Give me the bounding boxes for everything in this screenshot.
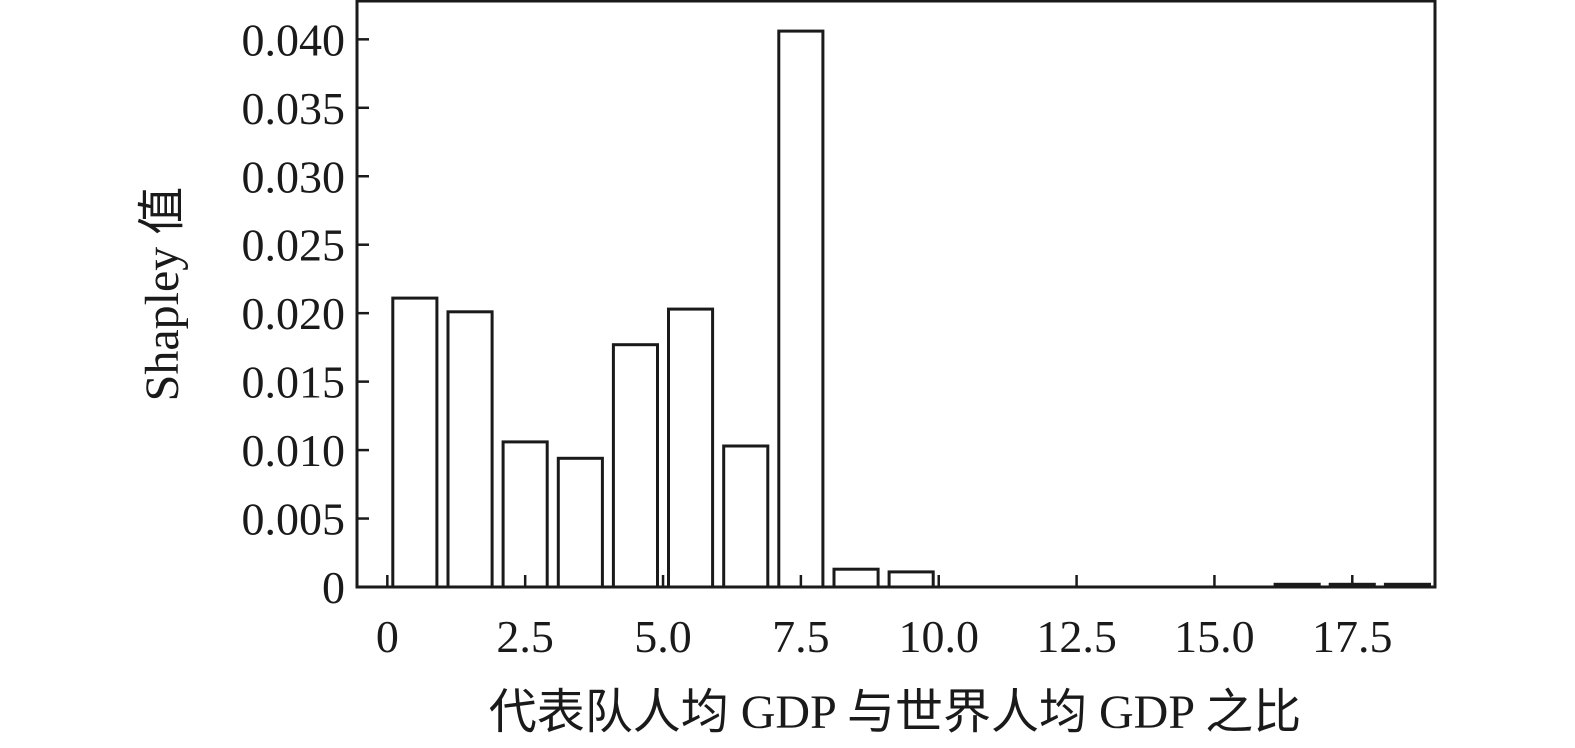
bar-7: [722, 444, 770, 589]
y-tick-label: 0.035: [242, 83, 346, 134]
bar-5: [611, 343, 660, 589]
y-tick-label: 0.040: [242, 14, 346, 65]
ticks-layer: [357, 38, 1354, 589]
y-axis-title: Shapley 值: [136, 187, 189, 402]
x-tick-label: 10.0: [898, 611, 979, 662]
x-tick-label: 2.5: [496, 611, 554, 662]
bar-1: [391, 296, 439, 589]
bars-layer: [391, 29, 1432, 589]
tick-labels-layer: 0 0.005 0.010 0.015 0.020 0.025 0.030 0.035 0.04…: [242, 14, 1393, 662]
bar-10: [887, 570, 935, 589]
x-tick-label: 17.5: [1312, 611, 1393, 662]
y-tick-label: 0: [322, 562, 345, 613]
x-tick-label: 12.5: [1036, 611, 1117, 662]
y-tick-label: 0.005: [242, 494, 346, 545]
plot-frame: [355, 0, 1437, 589]
bar-4: [556, 456, 604, 589]
bar-6: [667, 307, 715, 589]
bar-8: [777, 29, 825, 589]
bar-9: [832, 567, 880, 589]
bar-3: [501, 440, 549, 589]
y-tick-label: 0.015: [242, 357, 346, 408]
x-tick-label: 5.0: [634, 611, 692, 662]
y-tick-label: 0.010: [242, 425, 346, 476]
y-tick-label: 0.025: [242, 220, 346, 271]
x-axis-title: 代表队人均 GDP 与世界人均 GDP 之比: [489, 686, 1302, 739]
x-tick-label: 0: [376, 611, 399, 662]
bar-2: [446, 310, 494, 589]
y-tick-label: 0.030: [242, 151, 346, 202]
x-tick-label: 7.5: [772, 611, 830, 662]
x-tick-label: 15.0: [1174, 611, 1255, 662]
y-tick-label: 0.020: [242, 288, 346, 339]
